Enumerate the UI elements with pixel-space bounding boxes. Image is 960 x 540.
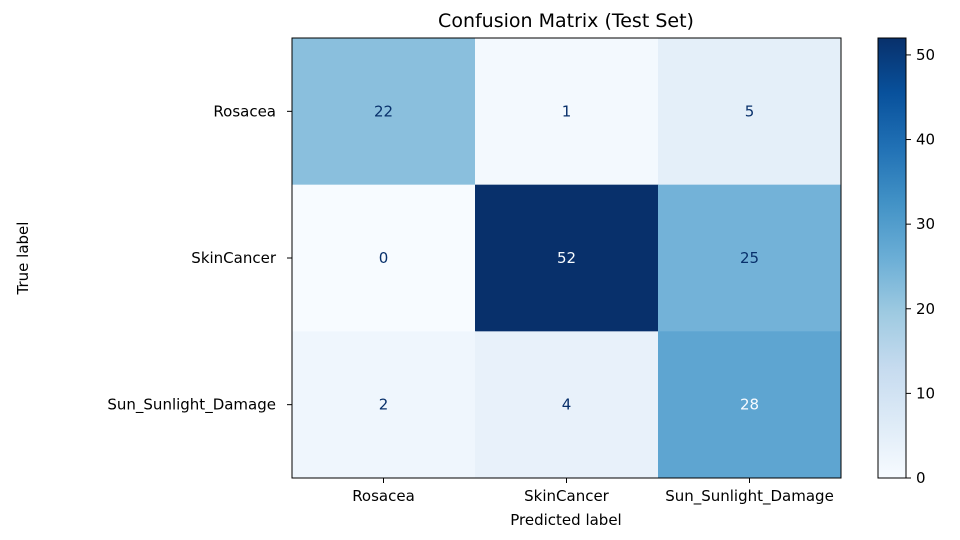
colorbar-tick-label: 0 [916,469,926,487]
y-tick-label: Rosacea [213,102,276,120]
heatmap-cell [475,184,659,332]
y-axis-label: True label [14,222,32,296]
cell-value-label: 1 [562,102,572,120]
x-tick-label: Sun_Sunlight_Damage [665,487,834,506]
colorbar [877,37,907,479]
cell-value-label: 2 [379,396,389,414]
chart-title: Confusion Matrix (Test Set) [438,10,694,32]
cell-value-label: 5 [745,102,755,120]
y-axis-ticks: Rosacea SkinCancer Sun_Sunlight_Damage [107,102,292,415]
x-axis-ticks: Rosacea SkinCancer Sun_Sunlight_Damage [352,478,834,506]
cell-value-label: 4 [562,396,572,414]
cell-value-label: 0 [379,249,389,267]
colorbar-ticks: 0 10 20 30 40 50 [906,46,935,487]
cell-value-label: 25 [740,249,759,267]
heatmap-cells [292,38,842,479]
colorbar-tick-label: 50 [916,46,935,64]
cell-value-label: 52 [557,249,576,267]
heatmap-cell [475,331,659,479]
colorbar-tick-label: 20 [916,300,935,318]
heatmap-cell [658,184,842,332]
colorbar-tick-label: 30 [916,215,935,233]
y-tick-label: SkinCancer [191,249,277,267]
heatmap-cell [292,38,476,186]
colorbar-tick-label: 40 [916,131,935,149]
x-tick-label: SkinCancer [524,487,610,505]
heatmap-cell [658,331,842,479]
x-axis-label: Predicted label [510,511,621,529]
cell-value-label: 28 [740,396,759,414]
colorbar-tick-label: 10 [916,384,935,402]
heatmap-cell [658,38,842,186]
heatmap-cell [475,38,659,186]
heatmap-cell-labels: 22 1 5 0 52 25 2 4 28 [374,102,759,413]
y-tick-label: Sun_Sunlight_Damage [107,396,276,415]
heatmap-cell [292,331,476,479]
cell-value-label: 22 [374,102,393,120]
heatmap-cell [292,184,476,332]
x-tick-label: Rosacea [352,487,415,505]
